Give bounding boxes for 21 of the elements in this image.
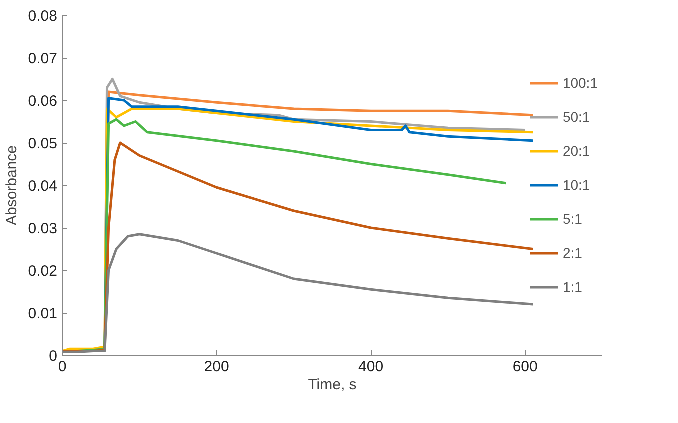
y-tick-label: 0.04: [28, 178, 58, 195]
y-tick-label: 0.03: [28, 220, 58, 238]
x-tick-label: 400: [358, 358, 384, 376]
y-tick-label: 0.06: [28, 93, 58, 110]
y-tick-label: 0.08: [28, 8, 58, 25]
y-tick-label: 0.02: [28, 263, 58, 280]
y-tick-label: 0.07: [28, 50, 58, 68]
legend-label: 50:1: [562, 109, 590, 125]
legend-label: 2:1: [562, 245, 583, 261]
y-tick-label: 0.01: [28, 306, 58, 322]
y-axis-title: Absorbance: [3, 145, 20, 226]
x-tick-label: 600: [512, 358, 538, 376]
legend-label: 1:1: [562, 279, 583, 295]
x-tick-label: 200: [204, 358, 230, 376]
x-axis-title: Time, s: [308, 376, 357, 394]
legend-label: 5:1: [562, 211, 583, 227]
y-tick-label: 0.05: [28, 136, 58, 152]
legend-label: 20:1: [562, 143, 590, 159]
legend-label: 10:1: [562, 177, 590, 193]
legend-label: 100:1: [562, 75, 598, 91]
y-tick-label: 0: [49, 348, 58, 365]
